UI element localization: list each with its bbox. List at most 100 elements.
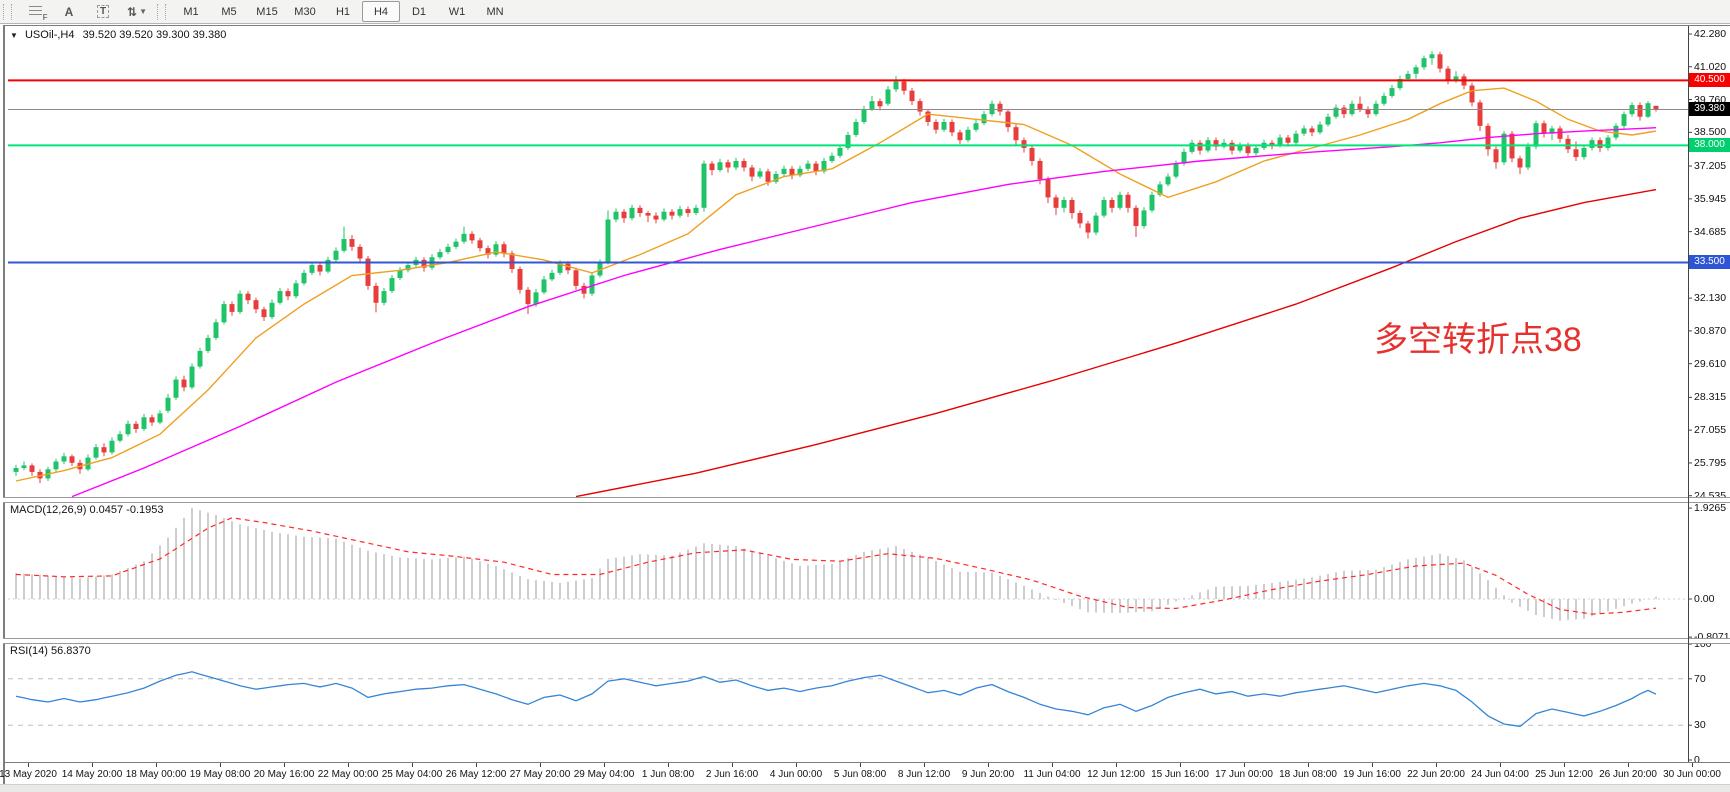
candle-body <box>1157 184 1163 195</box>
symbol-period-label: USOil-,H4 <box>24 29 75 41</box>
candle-body <box>349 239 355 247</box>
date-tick-mark <box>924 763 925 767</box>
label-tool-button[interactable]: T <box>86 1 120 22</box>
candle-body <box>1533 123 1539 147</box>
candle-body <box>1005 111 1011 128</box>
candle-body <box>893 81 899 90</box>
candle-body <box>829 155 835 161</box>
candle-body <box>221 304 227 323</box>
collapse-triangle-icon[interactable]: ▼ <box>10 31 18 40</box>
candle-body <box>1389 88 1395 96</box>
candle-body <box>181 379 187 388</box>
window-bottom-edge <box>0 784 1730 792</box>
candle-body <box>285 291 291 297</box>
candle-body <box>213 322 219 338</box>
candle-body <box>253 300 259 310</box>
candle-body <box>1565 138 1571 150</box>
candle-body <box>1301 128 1307 134</box>
text-tool-button[interactable]: A <box>52 1 86 22</box>
candle-body <box>237 293 243 312</box>
candle-body <box>1613 125 1619 138</box>
panel-divider[interactable] <box>3 638 1730 644</box>
candle-body <box>1141 210 1147 227</box>
candle-body <box>1421 58 1427 68</box>
candle-body <box>197 350 203 367</box>
toolbar-grip[interactable] <box>157 3 166 20</box>
candle-body <box>1349 103 1355 115</box>
candle-body <box>1021 140 1027 148</box>
date-tick-label: 18 Jun 08:00 <box>1279 769 1337 780</box>
candle-body <box>765 171 771 182</box>
date-tick-mark <box>668 763 669 767</box>
date-tick-label: 14 May 20:00 <box>61 769 123 780</box>
rsi-axis-label: 30 <box>1694 719 1706 732</box>
price-tick-label: 32.130 <box>1694 292 1727 305</box>
candle-body <box>437 252 443 258</box>
candle-body <box>157 413 163 423</box>
candle-body <box>493 244 499 255</box>
candle-body <box>1173 163 1179 177</box>
timeframe-button-w1[interactable]: W1 <box>448 5 466 18</box>
timeframe-button-h4[interactable]: H4 <box>362 1 400 22</box>
date-tick-mark <box>92 763 93 767</box>
candle-body <box>341 239 347 251</box>
timeframe-button-m5[interactable]: M5 <box>221 5 237 18</box>
candle-body <box>461 233 467 242</box>
timeframe-button-mn[interactable]: MN <box>486 5 504 18</box>
candle-body <box>1245 145 1251 154</box>
candle-body <box>333 250 339 260</box>
candle-body <box>613 211 619 220</box>
price-tick-label: 42.280 <box>1694 28 1727 40</box>
fibonacci-icon: F <box>28 5 48 22</box>
timeframe-button-d1[interactable]: D1 <box>411 5 427 18</box>
candle-body <box>733 160 739 168</box>
candle-body <box>1269 142 1275 146</box>
candle-body <box>949 121 955 133</box>
timeframe-button-m15[interactable]: M15 <box>256 5 278 18</box>
candle-body <box>1541 123 1547 134</box>
date-tick-mark <box>412 763 413 767</box>
candle-body <box>741 160 747 168</box>
candle-body <box>1237 145 1243 151</box>
candle-body <box>317 265 323 272</box>
candle-body <box>133 423 139 429</box>
macd-axis-label: 1.9265 <box>1694 502 1727 515</box>
candle-body <box>1597 140 1603 148</box>
arrange-tool-button[interactable]: ⇅ ▼ <box>120 1 154 22</box>
candle-body <box>469 233 475 241</box>
candle-body <box>525 289 531 305</box>
candle-body <box>1093 215 1099 233</box>
candle-body <box>445 246 451 253</box>
timeframe-button-h1[interactable]: H1 <box>335 5 351 18</box>
candle-body <box>629 207 635 219</box>
timeframe-button-m1[interactable]: M1 <box>183 5 199 18</box>
candle-body <box>701 163 707 208</box>
candle-body <box>1109 200 1115 208</box>
candle-body <box>805 163 811 169</box>
candle-body <box>1605 137 1611 148</box>
candle-body <box>597 262 603 276</box>
candle-body <box>589 275 595 294</box>
candle-body <box>1621 114 1627 126</box>
fibonacci-tool-button[interactable]: F <box>18 1 52 22</box>
date-tick-label: 5 Jun 08:00 <box>833 769 887 780</box>
panel-divider[interactable] <box>3 497 1730 503</box>
candle-body <box>1285 137 1291 143</box>
date-tick-label: 29 May 04:00 <box>573 769 635 780</box>
ma-fast-orange <box>15 87 1657 482</box>
candle-body <box>269 302 275 318</box>
date-tick-label: 8 Jun 12:00 <box>897 769 951 780</box>
candle-body <box>501 244 507 254</box>
date-tick-mark <box>220 763 221 767</box>
toolbar-grip[interactable] <box>3 3 12 20</box>
candle-body <box>405 265 411 271</box>
candle-body <box>517 268 523 290</box>
candle-body <box>957 132 963 141</box>
candle-body <box>669 211 675 216</box>
date-tick-mark <box>540 763 541 767</box>
timeframe-button-m30[interactable]: M30 <box>294 5 316 18</box>
candle-body <box>1445 68 1451 81</box>
candle-body <box>1189 142 1195 152</box>
